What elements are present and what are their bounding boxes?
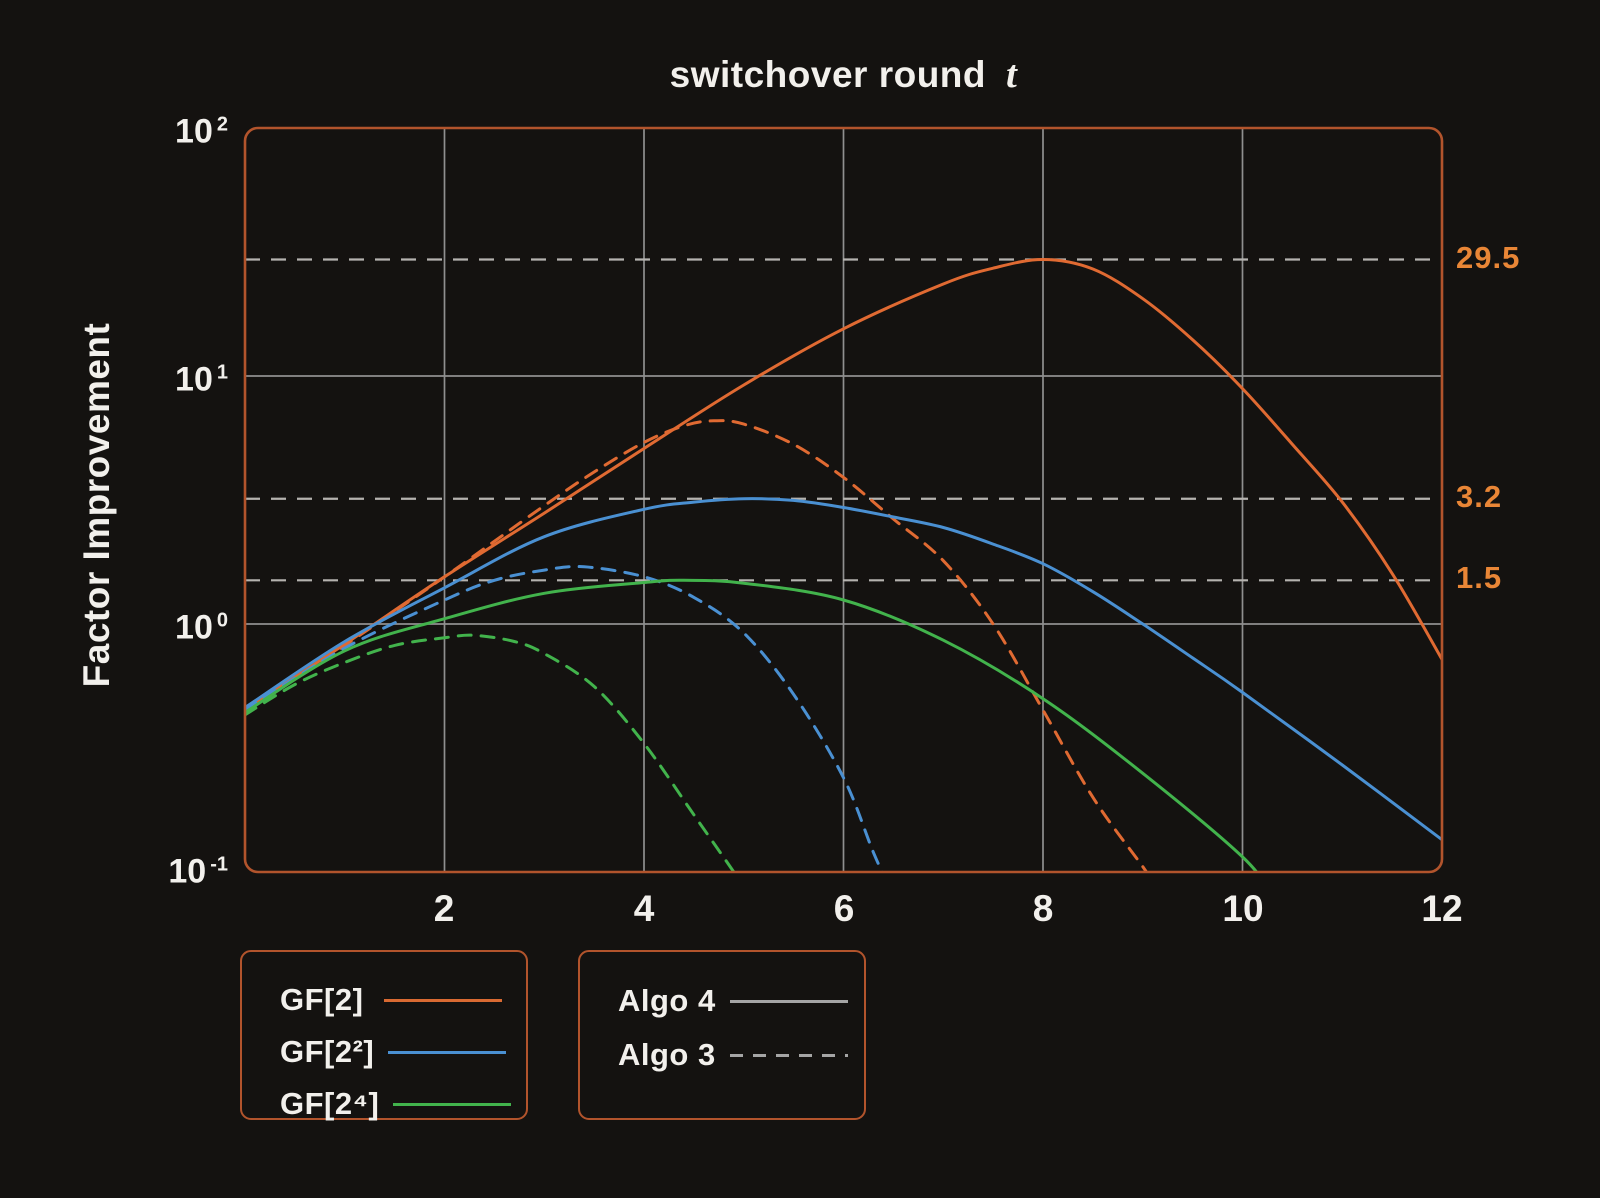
y-tick-0p1: 10 -1 [168,852,228,891]
legend-row-gf16: GF[2⁴] [280,1086,512,1122]
legend-row-algo4: Algo 4 [618,982,848,1020]
y-tick-1: 10 0 [175,608,228,647]
x-tick-10: 10 [1222,888,1264,929]
chart-title: switchover round t [245,52,1442,97]
legend-label-gf2: GF[2] [280,982,364,1017]
legend-label-algo4: Algo 4 [618,983,716,1018]
legend-label-gf4: GF[2²] [280,1034,375,1069]
legend-line-algo3-swatch [729,1053,848,1057]
legend-label-gf16: GF[2⁴] [280,1086,380,1121]
legend-row-gf2: GF[2] [280,982,502,1018]
y-tick-100: 10 2 [175,112,228,151]
legend-row-gf4: GF[2²] [280,1034,507,1070]
legend-line-gf16-swatch [393,1102,512,1106]
y-tick-10: 10 1 [175,360,228,399]
x-tick-4: 4 [633,888,655,929]
chart-title-variable: t [1006,53,1018,96]
legend-fields-box: GF[2] GF[2²] GF[2⁴] [240,950,528,1122]
legend-line-gf4-swatch [388,1050,507,1054]
legend-label-algo3: Algo 3 [618,1037,716,1072]
chart-title-text: switchover round [669,54,987,95]
ref-label-29.5: 29.5 [1456,239,1521,275]
x-tick-12: 12 [1421,888,1463,929]
legend-algos-box: Algo 4 Algo 3 [578,950,866,1120]
x-tick-6: 6 [833,888,855,929]
legend-line-algo4-swatch [729,999,848,1003]
x-tick-8: 8 [1032,888,1054,929]
ref-label-3.2: 3.2 [1456,478,1503,514]
legend-line-gf2-swatch [384,998,502,1002]
legend-row-algo3: Algo 3 [618,1036,848,1074]
x-tick-2: 2 [433,888,455,929]
ref-label-1.5: 1.5 [1456,560,1503,596]
